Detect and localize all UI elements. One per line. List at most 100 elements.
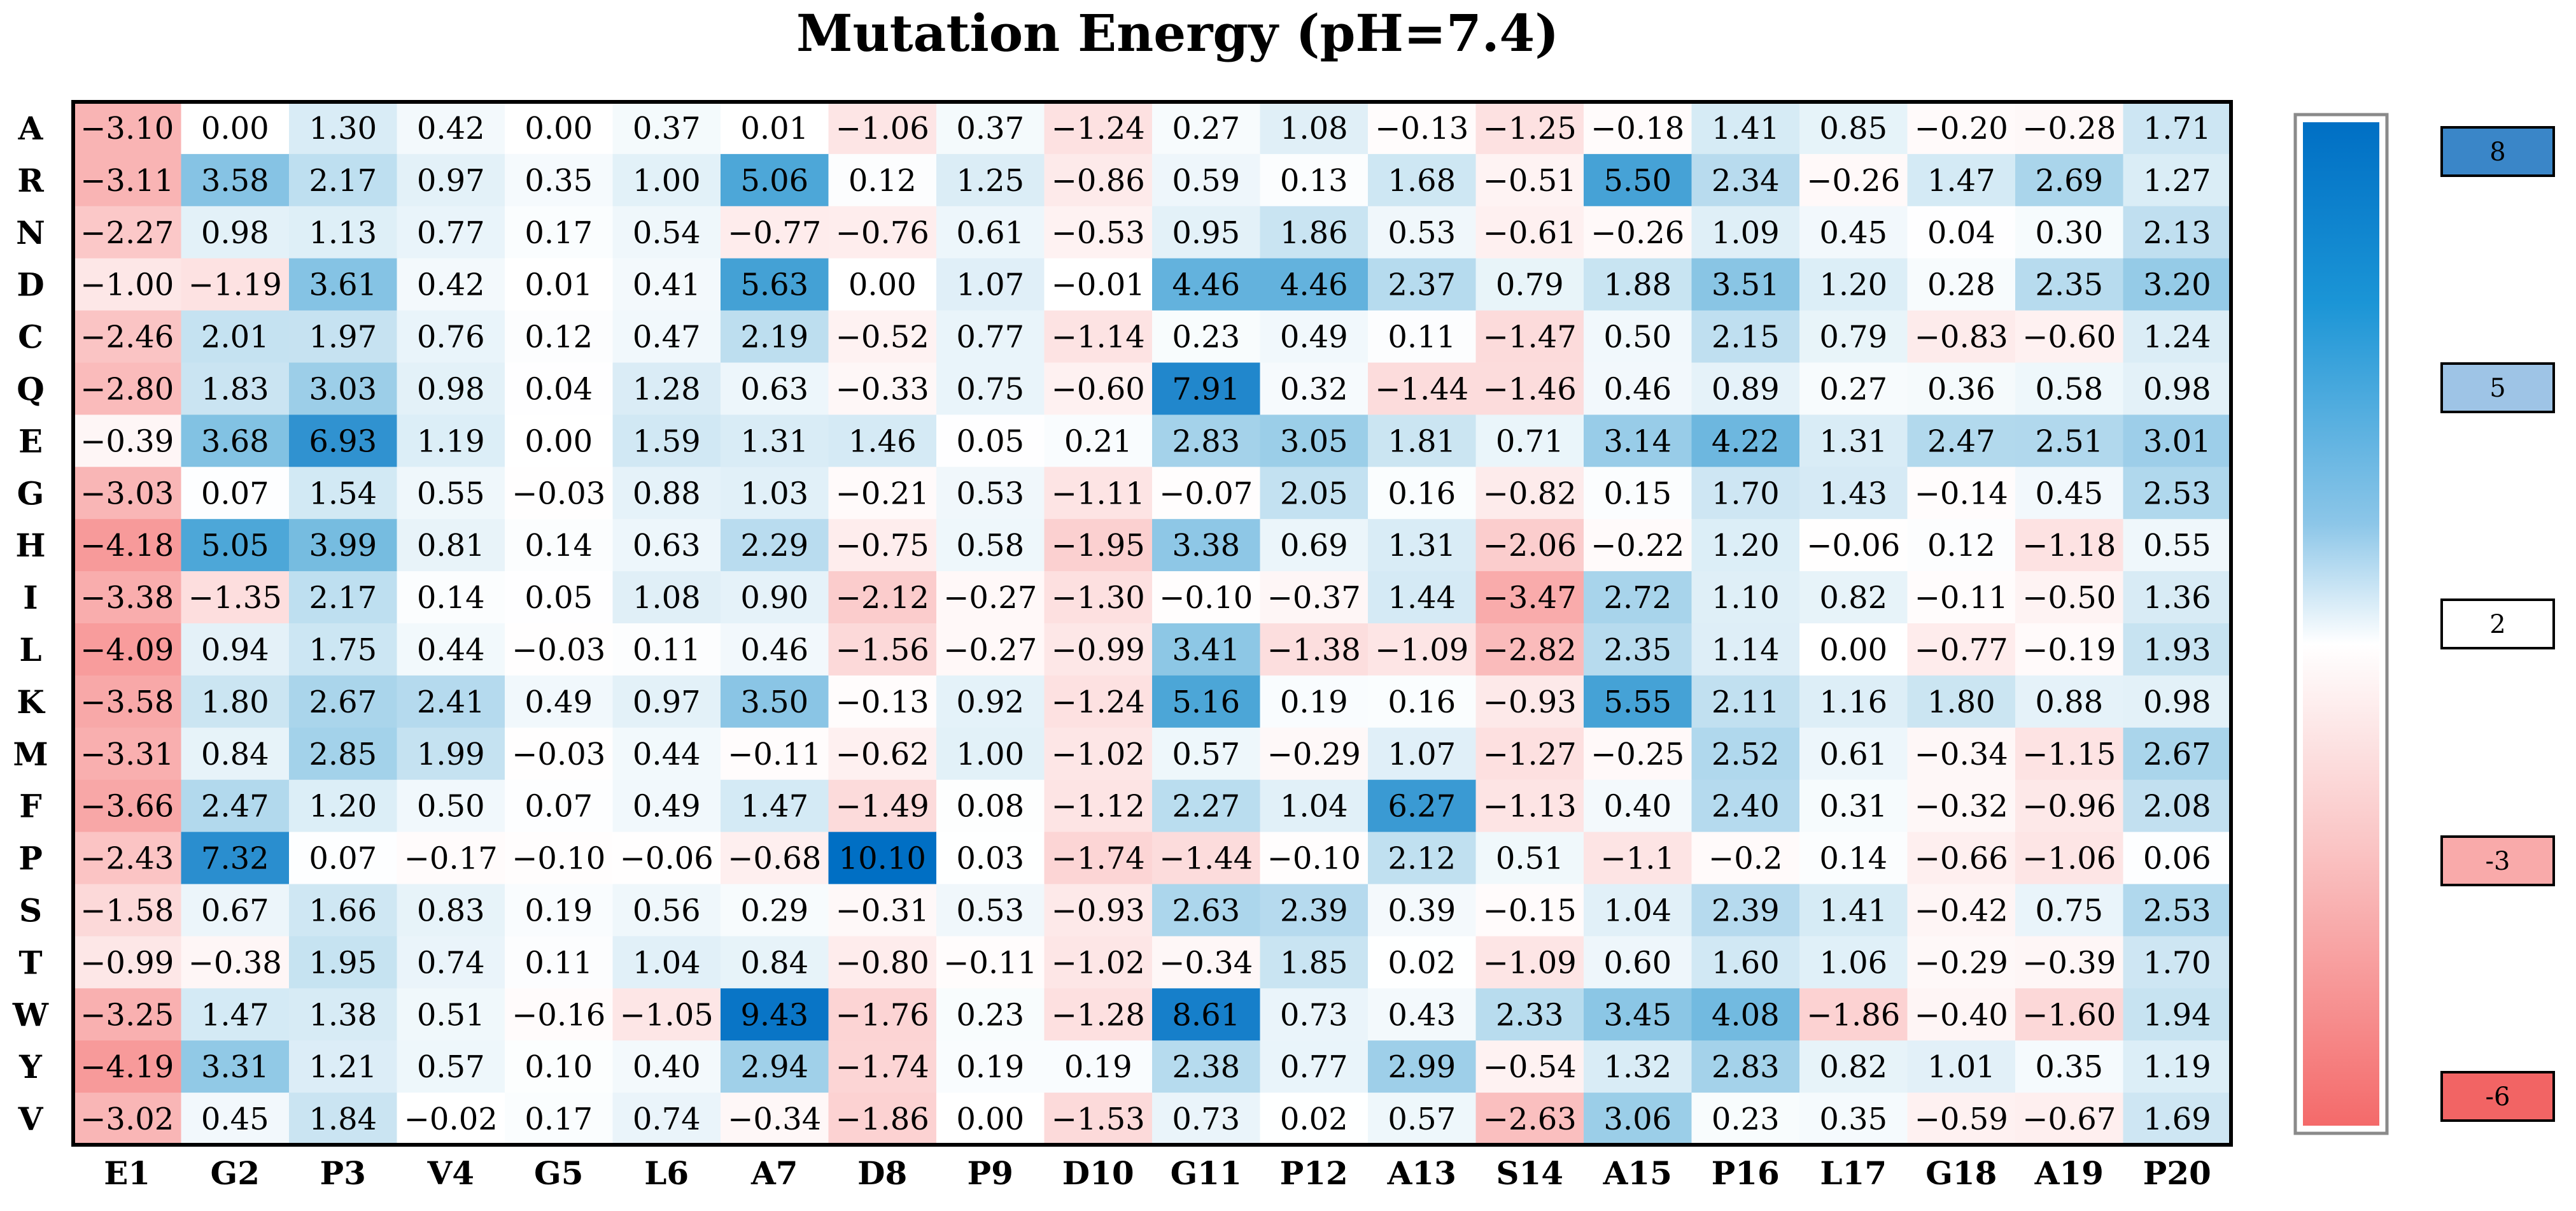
heatmap-cell <box>73 102 182 155</box>
heatmap-cell <box>1907 258 2016 311</box>
heatmap-cell <box>936 258 1045 311</box>
cell-value-label: −0.38 <box>188 945 282 981</box>
heatmap-cell <box>1799 727 1908 781</box>
cell-value-label: 2.27 <box>1172 789 1240 825</box>
cell-value-label: −0.37 <box>1267 580 1361 616</box>
cell-value-label: 1.86 <box>1280 215 1348 251</box>
row-label: Y <box>18 1048 43 1086</box>
cell-value-label: 0.00 <box>524 423 593 459</box>
heatmap-cell <box>1260 1093 1369 1145</box>
cell-value-label: −1.35 <box>188 580 282 616</box>
cell-value-label: 2.67 <box>2143 737 2211 772</box>
cell-value-label: 0.13 <box>1280 163 1348 199</box>
cell-value-label: −1.28 <box>1052 997 1145 1033</box>
heatmap-cell <box>828 779 937 833</box>
cell-value-label: −1.30 <box>1052 580 1145 616</box>
cell-value-label: −0.31 <box>836 893 929 928</box>
heatmap-cell <box>289 623 398 676</box>
heatmap-cell <box>828 153 937 207</box>
row-label: H <box>15 527 45 564</box>
cell-value-label: −0.29 <box>1267 737 1361 772</box>
heatmap-cell <box>1691 1093 1800 1145</box>
heatmap-cell <box>397 988 505 1041</box>
heatmap-cell <box>289 362 398 415</box>
heatmap-cell <box>828 727 937 781</box>
heatmap-cell <box>721 832 829 885</box>
cell-value-label: 0.77 <box>1280 1049 1348 1085</box>
heatmap-cell <box>936 362 1045 415</box>
heatmap-cell <box>1475 884 1584 937</box>
heatmap-cell <box>2015 675 2124 728</box>
cell-value-label: −1.11 <box>1052 476 1145 511</box>
cell-value-label: −1.12 <box>1052 789 1145 825</box>
heatmap-cells: −3.10 0.00 1.30 0.42 0.00 0.37 0.01 −1.06 0.37 −1… <box>73 102 2232 1145</box>
heatmap-cell <box>1584 675 1693 728</box>
cell-value-label: 3.41 <box>1172 632 1240 668</box>
heatmap-cell <box>936 519 1045 572</box>
heatmap-cell <box>1368 1040 1477 1093</box>
cell-value-label: 1.43 <box>1819 476 1887 511</box>
heatmap-cell <box>1044 310 1153 364</box>
heatmap-cell <box>2015 832 2124 885</box>
heatmap-cell <box>1044 1040 1153 1093</box>
heatmap-cell <box>612 519 721 572</box>
heatmap-cell <box>1691 779 1800 833</box>
heatmap-cell <box>1152 832 1261 885</box>
column-label: D8 <box>857 1154 907 1192</box>
cell-value-label: −1.44 <box>1375 371 1468 407</box>
cell-value-label: −2.12 <box>836 580 929 616</box>
heatmap-cell <box>1260 310 1369 364</box>
cell-value-label: 2.53 <box>2143 476 2211 511</box>
heatmap-cell <box>2015 884 2124 937</box>
heatmap-cell <box>73 310 182 364</box>
cell-value-label: 3.20 <box>2143 267 2211 303</box>
heatmap-cell <box>73 571 182 624</box>
heatmap-cell <box>1368 258 1477 311</box>
heatmap-cell <box>2123 362 2232 415</box>
heatmap-cell <box>721 675 829 728</box>
cell-value-label: −0.25 <box>1591 737 1684 772</box>
heatmap-cell <box>2015 779 2124 833</box>
heatmap-cell <box>612 936 721 989</box>
cell-value-label: 0.47 <box>633 320 701 355</box>
heatmap-cell <box>721 102 829 155</box>
cell-value-label: 1.06 <box>1819 945 1887 981</box>
heatmap-cell <box>505 258 614 311</box>
heatmap-cell <box>1691 988 1800 1041</box>
cell-value-label: 1.46 <box>848 423 917 459</box>
cell-value-label: −1.02 <box>1052 737 1145 772</box>
cell-value-label: 0.11 <box>524 945 593 981</box>
cell-value-label: 0.58 <box>2035 371 2103 407</box>
cell-value-label: −1.06 <box>836 111 929 146</box>
heatmap-cell <box>2123 258 2232 311</box>
heatmap-cell <box>1691 310 1800 364</box>
heatmap-cell <box>2015 623 2124 676</box>
cell-value-label: 1.38 <box>309 997 377 1033</box>
cell-value-label: −0.01 <box>1052 267 1145 303</box>
heatmap-cell <box>2015 362 2124 415</box>
heatmap-cell <box>2123 310 2232 364</box>
cell-value-label: −1.95 <box>1052 528 1145 563</box>
heatmap-cell <box>73 884 182 937</box>
heatmap-cell <box>1044 832 1153 885</box>
cell-value-label: 2.63 <box>1172 893 1240 928</box>
cell-value-label: −1.56 <box>836 632 929 668</box>
cell-value-label: −0.29 <box>1915 945 2008 981</box>
cell-value-label: 0.46 <box>740 632 808 668</box>
cell-value-label: −2.06 <box>1483 528 1577 563</box>
heatmap-cell <box>1584 571 1693 624</box>
cell-value-label: −1.47 <box>1483 320 1577 355</box>
cell-value-label: 0.43 <box>1388 997 1456 1033</box>
cell-value-label: 3.68 <box>201 423 269 459</box>
heatmap-cell <box>1044 571 1153 624</box>
cell-value-label: 1.10 <box>1712 580 1780 616</box>
heatmap-cell <box>936 988 1045 1041</box>
cell-value-label: 4.08 <box>1712 997 1780 1033</box>
heatmap-cell <box>397 727 505 781</box>
heatmap-cell <box>1044 102 1153 155</box>
cell-value-label: −0.10 <box>1159 580 1253 616</box>
cell-value-label: −0.54 <box>1483 1049 1577 1085</box>
legend-tick-box <box>2440 1071 2555 1122</box>
heatmap-cell <box>505 153 614 207</box>
cell-value-label: −3.25 <box>80 997 174 1033</box>
